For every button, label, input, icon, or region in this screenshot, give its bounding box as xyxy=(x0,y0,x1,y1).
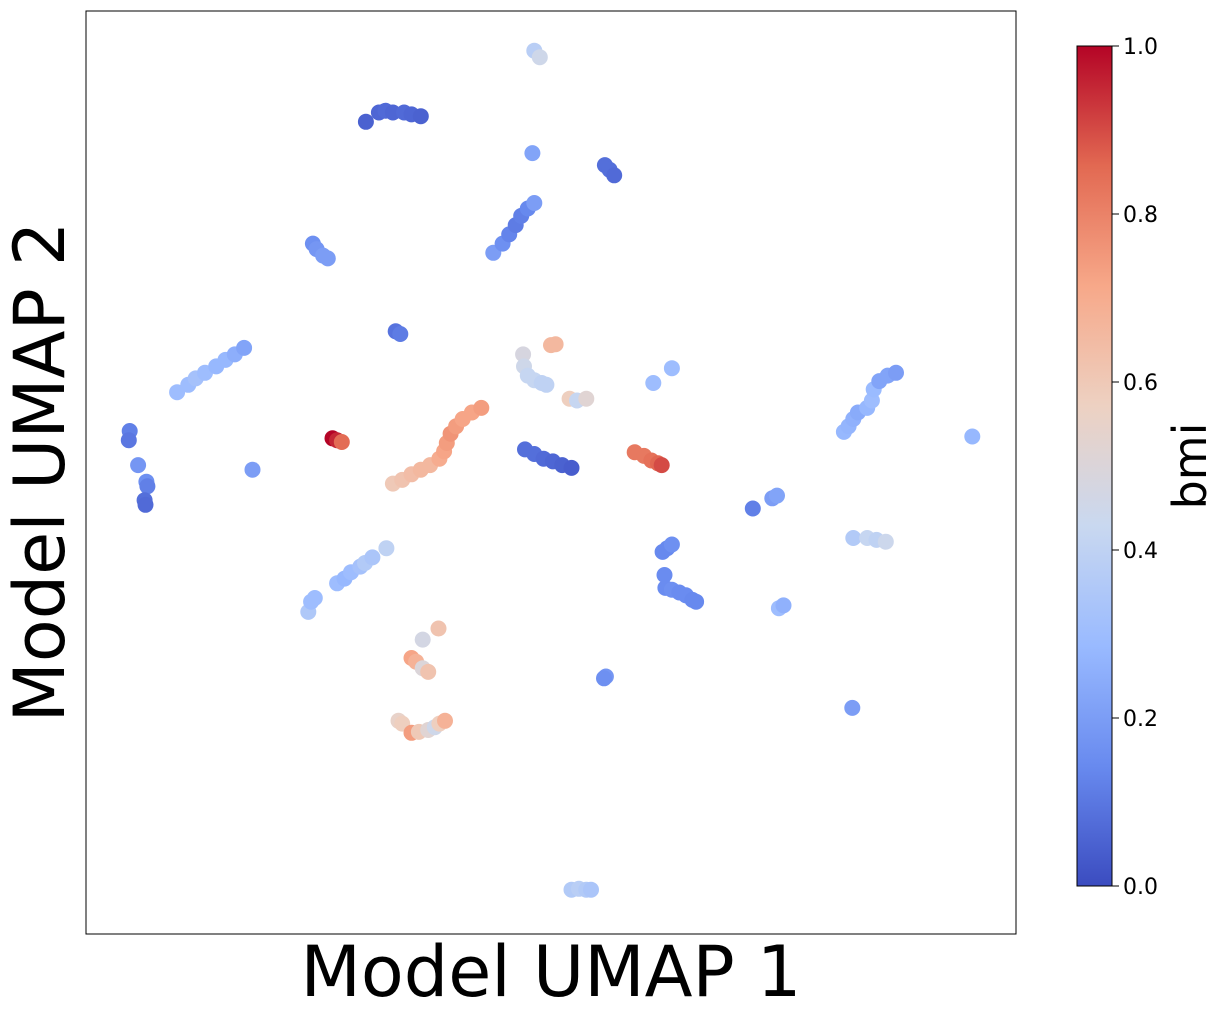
data-point xyxy=(663,536,680,553)
data-point xyxy=(120,432,137,449)
colorbar-ticks: 0.0 0.2 0.4 0.6 0.8 1.0 xyxy=(1112,35,1158,900)
data-point xyxy=(378,540,395,557)
data-point xyxy=(306,590,323,606)
data-point xyxy=(473,399,490,416)
colorbar-tick-label: 0.4 xyxy=(1123,539,1158,564)
colorbar-tick-label: 0.6 xyxy=(1123,371,1158,396)
scatter-points xyxy=(120,42,981,898)
colorbar-tick-label: 1.0 xyxy=(1123,35,1158,60)
colorbar-label: bmi xyxy=(1163,423,1217,510)
data-point xyxy=(888,364,904,381)
colorbar-tick-label: 0.0 xyxy=(1123,875,1158,900)
data-point xyxy=(130,457,147,474)
data-point xyxy=(412,108,429,125)
data-point xyxy=(606,167,623,184)
colorbar-tick-label: 0.2 xyxy=(1123,707,1158,732)
data-point xyxy=(414,631,431,648)
x-axis-label: Model UMAP 1 xyxy=(301,931,802,1013)
data-point xyxy=(744,500,761,517)
data-point xyxy=(656,567,673,583)
data-point xyxy=(583,881,599,898)
data-point xyxy=(578,390,595,407)
data-point xyxy=(653,457,670,474)
data-point xyxy=(384,104,401,121)
data-point xyxy=(645,375,662,391)
data-point xyxy=(964,428,981,445)
data-point xyxy=(877,533,894,550)
data-point xyxy=(244,461,261,478)
colorbar xyxy=(1076,45,1113,887)
data-point xyxy=(563,459,580,476)
data-point xyxy=(515,346,532,363)
y-axis-label: Model UMAP 2 xyxy=(0,222,81,723)
data-point xyxy=(139,478,156,495)
data-point xyxy=(524,145,541,162)
data-point xyxy=(236,339,253,356)
data-point xyxy=(437,712,453,729)
data-point xyxy=(430,620,447,637)
data-point xyxy=(137,496,154,513)
data-point xyxy=(333,434,350,450)
data-point xyxy=(775,597,792,614)
data-point xyxy=(538,376,555,393)
data-point xyxy=(319,250,336,267)
data-point xyxy=(663,360,680,377)
data-point xyxy=(526,195,543,211)
data-point xyxy=(357,113,374,130)
data-point xyxy=(547,336,564,353)
data-point xyxy=(688,593,705,610)
data-point xyxy=(844,699,861,716)
data-point xyxy=(596,670,612,687)
plot-area xyxy=(85,10,1017,935)
data-point xyxy=(420,663,437,680)
data-point xyxy=(845,530,862,546)
data-point xyxy=(531,49,548,66)
colorbar-tick-label: 0.8 xyxy=(1123,203,1158,228)
data-point xyxy=(392,326,409,342)
data-point xyxy=(769,487,785,504)
data-point xyxy=(364,549,381,566)
